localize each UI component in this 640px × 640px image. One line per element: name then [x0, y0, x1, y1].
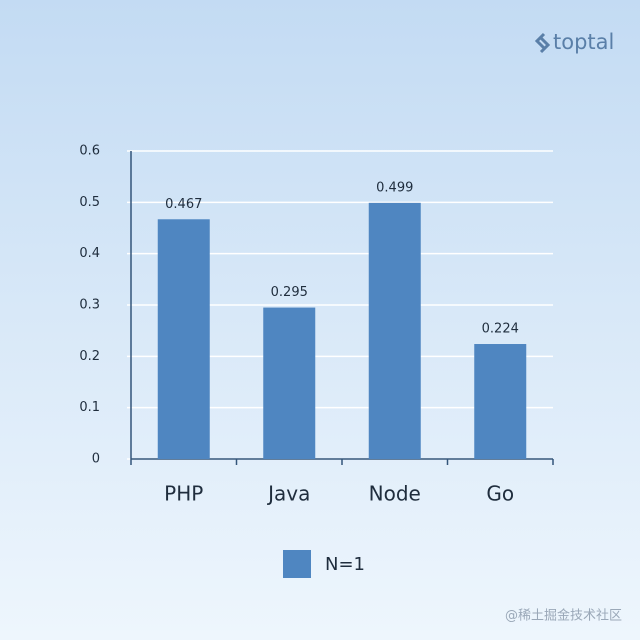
value-label: 0.499: [376, 180, 413, 195]
legend-label: N=1: [325, 554, 365, 575]
y-tick-label: 0.5: [79, 195, 100, 210]
x-tick-label: Node: [369, 482, 421, 506]
x-tick-label: Go: [486, 482, 514, 506]
y-tick-label: 0.2: [79, 349, 100, 364]
value-label: 0.224: [482, 322, 519, 337]
bar: [474, 344, 527, 459]
y-tick-label: 0.3: [79, 298, 100, 313]
value-label: 0.467: [165, 197, 202, 212]
x-tick-label: Java: [266, 482, 310, 506]
y-tick-label: 0.1: [79, 400, 100, 415]
y-tick-label: 0.4: [79, 246, 100, 261]
watermark: @稀土掘金技术社区: [505, 608, 622, 624]
y-tick-label: 0.6: [79, 144, 100, 159]
y-tick-label: 0: [92, 452, 100, 467]
brand: toptal: [553, 30, 614, 54]
legend-swatch: [283, 550, 311, 578]
bar: [368, 202, 421, 459]
x-tick-label: PHP: [164, 482, 203, 506]
bar: [263, 307, 316, 459]
value-label: 0.295: [271, 285, 308, 300]
brand-icon: [534, 32, 551, 54]
bar: [157, 219, 210, 459]
